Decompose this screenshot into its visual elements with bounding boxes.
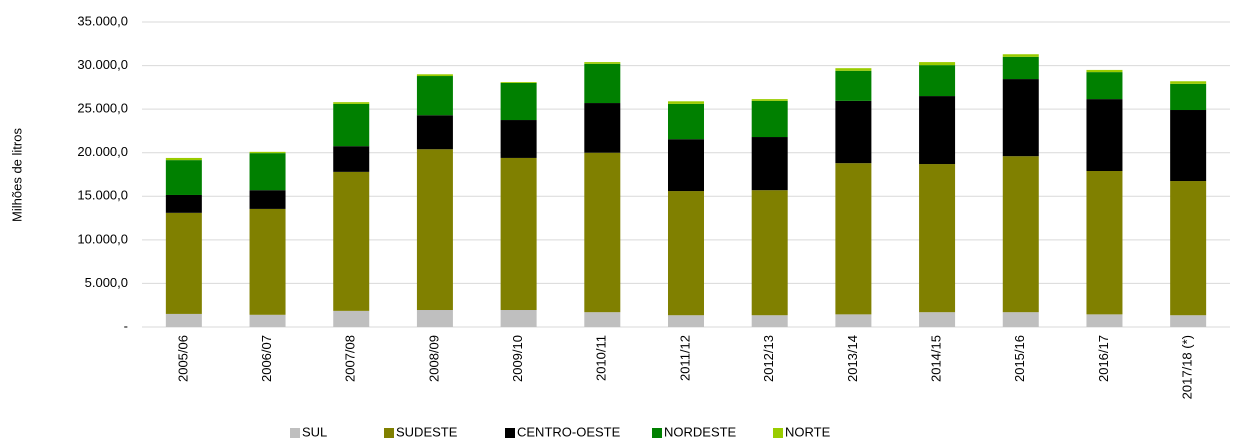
bar-segment bbox=[1002, 56, 1039, 80]
bar-segment bbox=[1002, 156, 1039, 313]
bar-segment bbox=[751, 137, 788, 191]
bar-segment bbox=[668, 191, 704, 316]
bar-segment bbox=[500, 157, 537, 311]
bar-segment bbox=[416, 115, 453, 150]
bar-segment bbox=[751, 99, 788, 101]
bar-segment bbox=[835, 68, 872, 71]
bar-segment bbox=[500, 120, 537, 158]
bar-segment bbox=[249, 153, 286, 191]
bar-segment bbox=[668, 103, 704, 140]
x-tick-label: 2014/15 bbox=[929, 335, 944, 382]
y-tick-label: 30.000,0 bbox=[77, 57, 128, 72]
legend-swatch bbox=[505, 428, 515, 438]
bar-segment bbox=[668, 315, 704, 327]
x-tick-label: 2016/17 bbox=[1096, 335, 1111, 382]
bar-segment bbox=[249, 208, 286, 315]
bar-segment bbox=[165, 212, 202, 314]
bar-segment bbox=[919, 96, 956, 165]
x-tick-label: 2007/08 bbox=[343, 335, 358, 382]
bar-segment bbox=[668, 139, 704, 192]
x-tick-label: 2017/18 (*) bbox=[1180, 335, 1195, 399]
bar-segment bbox=[1170, 181, 1207, 316]
x-tick-label: 2011/12 bbox=[677, 335, 692, 381]
bar-segment bbox=[165, 157, 202, 161]
bar-segment bbox=[416, 310, 453, 327]
y-axis-title: Milhões de litros bbox=[9, 128, 24, 222]
bar-segment bbox=[584, 63, 621, 104]
y-tick-label: 20.000,0 bbox=[77, 144, 128, 159]
x-tick-label: 2013/14 bbox=[845, 335, 860, 382]
bar-segment bbox=[751, 315, 788, 327]
legend-swatch bbox=[652, 428, 662, 438]
legend-swatch bbox=[290, 428, 300, 438]
bar-segment bbox=[835, 100, 872, 164]
bar-segment bbox=[249, 190, 286, 209]
bar-segment bbox=[1170, 110, 1207, 182]
bar-segment bbox=[416, 76, 453, 116]
bar-segment bbox=[835, 163, 872, 315]
y-tick-label: 10.000,0 bbox=[77, 231, 128, 246]
y-tick-label: 35.000,0 bbox=[77, 13, 128, 28]
bar-segment bbox=[919, 65, 956, 97]
bar-segment bbox=[333, 102, 370, 104]
legend-swatch bbox=[773, 428, 783, 438]
x-tick-label: 2006/07 bbox=[259, 335, 274, 382]
bar-segment bbox=[1002, 312, 1039, 327]
bar-segment bbox=[416, 74, 453, 77]
bar-segment bbox=[165, 313, 202, 327]
y-tick-label: 15.000,0 bbox=[77, 188, 128, 203]
bar-segment bbox=[333, 103, 370, 147]
bar-segment bbox=[751, 190, 788, 316]
legend-swatch bbox=[384, 428, 394, 438]
bar-segment bbox=[1002, 54, 1039, 57]
legend-label: CENTRO-OESTE bbox=[517, 424, 621, 439]
bar-segment bbox=[500, 83, 537, 121]
x-tick-label: 2009/10 bbox=[510, 335, 525, 382]
bar-segment bbox=[249, 151, 286, 154]
bar-segment bbox=[416, 149, 453, 311]
bar-segment bbox=[668, 101, 704, 104]
bar-segment bbox=[1086, 314, 1123, 327]
bar-segment bbox=[249, 314, 286, 327]
x-tick-label: 2015/16 bbox=[1012, 335, 1027, 382]
bar-segment bbox=[584, 152, 621, 313]
bar-segment bbox=[1002, 79, 1039, 157]
bar-segment bbox=[165, 160, 202, 195]
bar-segment bbox=[919, 62, 956, 66]
bar-segment bbox=[584, 312, 621, 327]
y-tick-label: - bbox=[124, 318, 128, 333]
bar-segment bbox=[1086, 72, 1123, 100]
legend-label: SUDESTE bbox=[396, 424, 458, 439]
bar-segment bbox=[919, 164, 956, 313]
x-tick-label: 2012/13 bbox=[761, 335, 776, 382]
bar-segment bbox=[500, 82, 537, 83]
bar-segment bbox=[835, 314, 872, 327]
bar-segment bbox=[1170, 315, 1207, 327]
bar-segment bbox=[1170, 83, 1207, 111]
bar-segment bbox=[1086, 99, 1123, 172]
legend-label: SUL bbox=[302, 424, 327, 439]
bar-segment bbox=[333, 146, 370, 172]
bar-segment bbox=[919, 312, 956, 327]
x-tick-label: 2010/11 bbox=[594, 335, 609, 381]
legend-label: NORTE bbox=[785, 424, 831, 439]
bar-segment bbox=[1086, 171, 1123, 315]
bar-segment bbox=[1086, 69, 1123, 73]
bar-segment bbox=[1170, 81, 1207, 84]
legend-label: NORDESTE bbox=[664, 424, 737, 439]
bar-segment bbox=[333, 171, 370, 311]
bar-segment bbox=[584, 103, 621, 153]
bar-segment bbox=[751, 100, 788, 138]
bar-segment bbox=[333, 310, 370, 327]
x-tick-label: 2005/06 bbox=[175, 335, 190, 382]
y-tick-label: 25.000,0 bbox=[77, 101, 128, 116]
y-tick-label: 5.000,0 bbox=[85, 275, 128, 290]
bar-segment bbox=[500, 310, 537, 327]
bar-segment bbox=[835, 70, 872, 101]
bar-segment bbox=[584, 62, 621, 64]
bar-segment bbox=[165, 194, 202, 213]
x-tick-label: 2008/09 bbox=[426, 335, 441, 382]
